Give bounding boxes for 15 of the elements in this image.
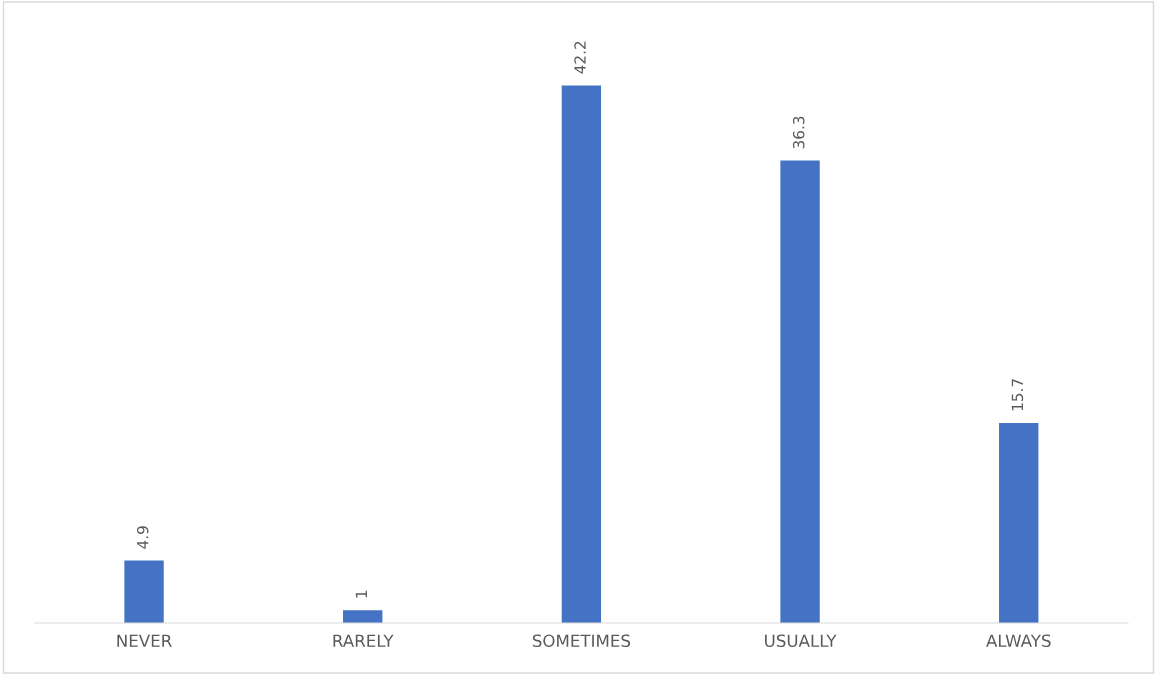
x-tick-label: ALWAYS	[986, 634, 1051, 648]
x-tick-label: USUALLY	[765, 634, 837, 648]
bar	[124, 560, 164, 624]
data-label: 36.3	[792, 116, 805, 149]
x-tick-label: NEVER	[117, 634, 172, 647]
x-tick-label: RARELY	[333, 634, 394, 647]
bar	[780, 160, 820, 624]
data-label: 15.7	[1011, 379, 1024, 411]
data-label: 42.2	[574, 41, 586, 74]
data-label: 4.9	[136, 526, 149, 549]
data-label: 1	[355, 590, 367, 598]
bar	[343, 610, 383, 624]
x-tick-label: SOMETIMES	[532, 634, 631, 648]
bar	[561, 85, 602, 624]
bar	[999, 423, 1039, 624]
